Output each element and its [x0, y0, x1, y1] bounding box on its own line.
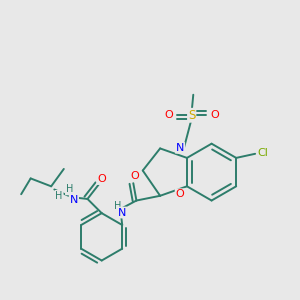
Text: O: O: [130, 171, 139, 181]
Text: O: O: [164, 110, 173, 120]
Text: O: O: [97, 174, 106, 184]
Text: S: S: [188, 109, 195, 122]
Text: Cl: Cl: [258, 148, 268, 158]
Text: O: O: [210, 110, 219, 120]
Text: N: N: [118, 208, 126, 218]
Text: N: N: [176, 143, 184, 153]
Text: H: H: [66, 184, 73, 194]
Text: H: H: [56, 191, 63, 201]
Text: O: O: [176, 189, 184, 199]
Text: N: N: [70, 195, 78, 205]
Text: H: H: [114, 201, 121, 211]
